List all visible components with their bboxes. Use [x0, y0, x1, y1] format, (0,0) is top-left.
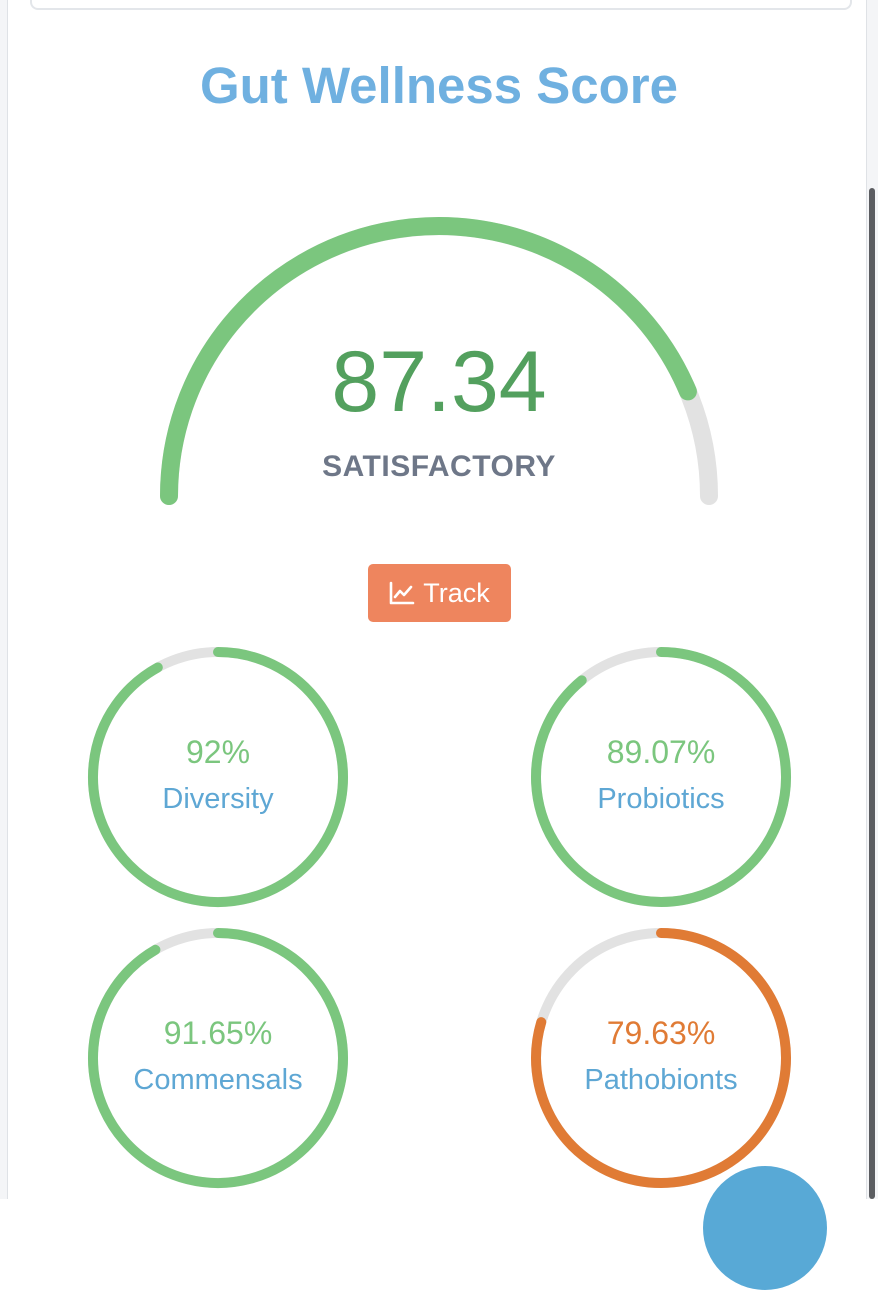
left-frame-edge [0, 0, 8, 1199]
previous-card-edge [30, 0, 852, 10]
metric-commensals-value: 91.65% [163, 1015, 273, 1051]
metric-pathobionts-label: Pathobionts [584, 1064, 738, 1096]
metric-diversity-value: 92% [185, 734, 251, 770]
metric-pathobionts-value: 79.63% [606, 1015, 716, 1051]
score-gauge [160, 217, 718, 505]
floating-action-button[interactable] [703, 1166, 827, 1290]
scrollbar-track[interactable] [866, 0, 878, 1199]
score-value: 87.34 [331, 334, 547, 430]
score-gauge-fill [160, 217, 697, 505]
metric-probiotics-label: Probiotics [597, 783, 725, 815]
metric-commensals-label: Commensals [133, 1064, 303, 1096]
chart-line-icon [389, 581, 415, 605]
metric-pathobionts-ring [531, 928, 791, 1188]
track-button-label: Track [423, 577, 490, 608]
metric-diversity-label: Diversity [162, 783, 274, 815]
metric-probiotics-value: 89.07% [606, 734, 716, 770]
metric-probiotics-ring [531, 647, 791, 907]
metric-diversity: 92% Diversity [87, 646, 349, 908]
metric-commensals: 91.65% Commensals [87, 927, 349, 1189]
score-status-label: SATISFACTORY [322, 450, 556, 483]
metric-probiotics: 89.07% Probiotics [530, 646, 792, 908]
page-title: Gut Wellness Score [199, 57, 679, 114]
metric-commensals-ring [88, 928, 348, 1188]
metric-diversity-ring [88, 647, 348, 907]
scrollbar-thumb[interactable] [869, 188, 875, 1199]
metric-pathobionts: 79.63% Pathobionts [530, 927, 792, 1189]
track-button[interactable]: Track [368, 564, 511, 622]
